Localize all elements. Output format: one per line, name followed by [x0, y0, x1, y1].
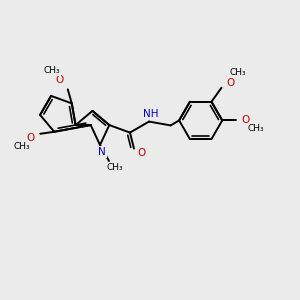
- Text: CH₃: CH₃: [44, 66, 60, 75]
- Text: CH₃: CH₃: [107, 163, 123, 172]
- Text: O: O: [241, 116, 249, 125]
- Text: O: O: [138, 148, 146, 158]
- Text: CH₃: CH₃: [14, 142, 31, 151]
- Text: N: N: [98, 147, 106, 157]
- Text: O: O: [56, 75, 64, 85]
- Text: CH₃: CH₃: [229, 68, 246, 77]
- Text: NH: NH: [143, 109, 159, 118]
- Text: O: O: [26, 133, 34, 143]
- Text: CH₃: CH₃: [248, 124, 265, 133]
- Text: O: O: [226, 78, 235, 88]
